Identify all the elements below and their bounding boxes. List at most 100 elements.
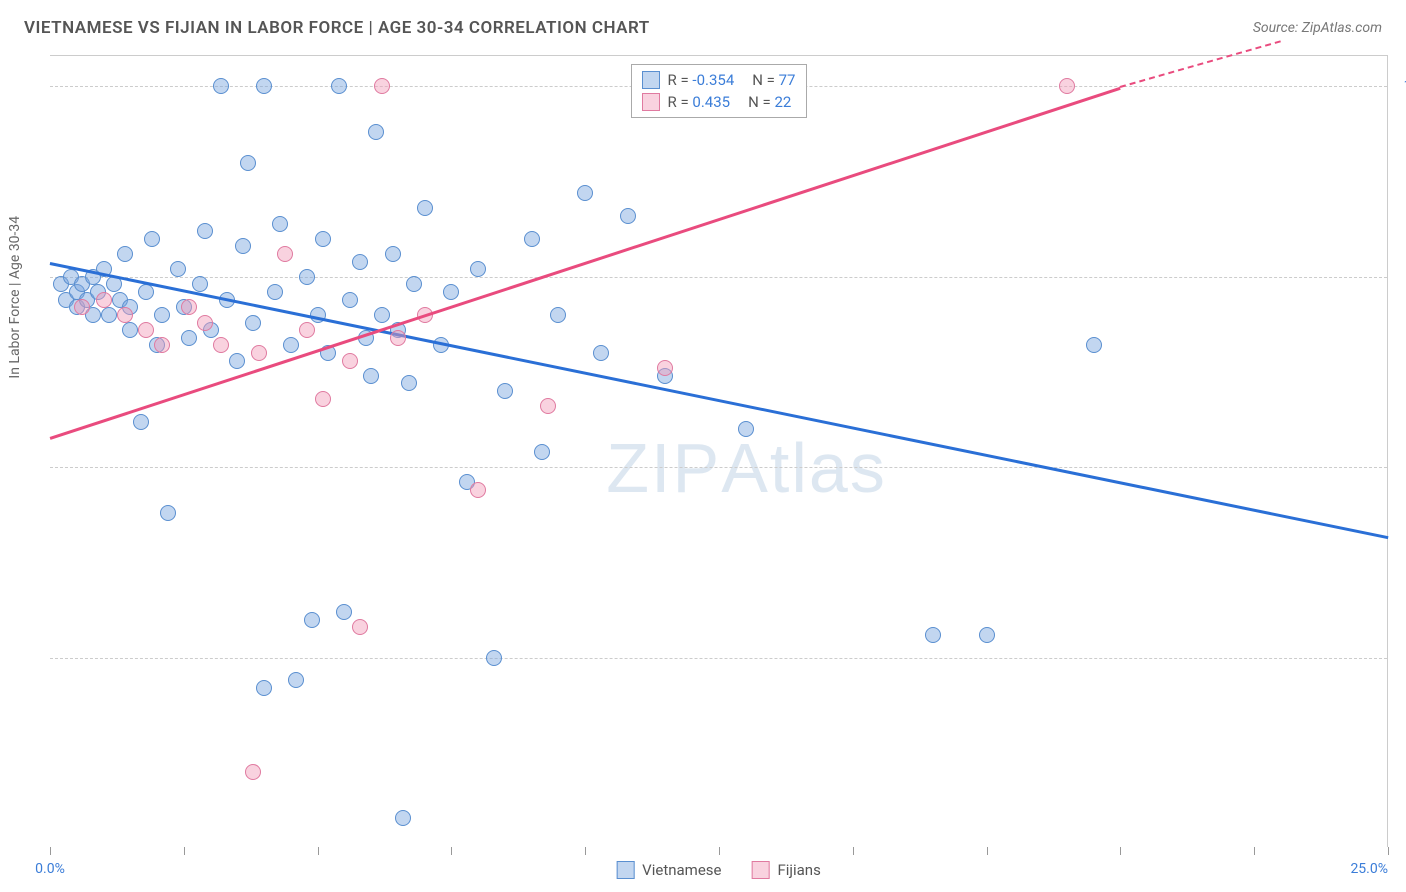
scatter-point (1059, 78, 1075, 94)
legend-r: R = -0.354 (668, 71, 735, 89)
scatter-point (486, 650, 502, 666)
x-tick (1254, 847, 1255, 855)
trend-line (1120, 41, 1281, 89)
scatter-point (352, 619, 368, 635)
scatter-point (342, 353, 358, 369)
legend-n: N = 22 (748, 93, 791, 111)
legend-swatch (642, 93, 660, 111)
trend-line (50, 262, 1389, 539)
scatter-point (277, 246, 293, 262)
scatter-point (534, 444, 550, 460)
scatter-point (256, 78, 272, 94)
scatter-point (245, 764, 261, 780)
scatter-point (497, 383, 513, 399)
scatter-point (251, 345, 267, 361)
x-tick (1388, 847, 1389, 855)
x-tick (451, 847, 452, 855)
scatter-point (1086, 337, 1102, 353)
scatter-point (304, 612, 320, 628)
scatter-point (390, 330, 406, 346)
scatter-point (620, 208, 636, 224)
legend-item: Fijians (751, 861, 820, 879)
scatter-point (283, 337, 299, 353)
scatter-point (395, 810, 411, 826)
scatter-point (550, 307, 566, 323)
legend-swatch (642, 71, 660, 89)
scatter-point (101, 307, 117, 323)
y-tick-label: 62.5% (1394, 650, 1406, 666)
scatter-point (374, 307, 390, 323)
scatter-point (363, 368, 379, 384)
scatter-point (213, 78, 229, 94)
scatter-point (267, 284, 283, 300)
grid-line (50, 277, 1387, 278)
x-tick-label: 0.0% (35, 861, 65, 877)
x-tick (987, 847, 988, 855)
legend-item: Vietnamese (616, 861, 721, 879)
scatter-point (331, 78, 347, 94)
x-tick (50, 847, 51, 855)
series-legend: Vietnamese Fijians (616, 861, 821, 879)
x-tick (318, 847, 319, 855)
scatter-point (117, 307, 133, 323)
chart-source: Source: ZipAtlas.com (1253, 20, 1382, 36)
grid-line (50, 658, 1387, 659)
chart-container: In Labor Force | Age 30-34 ZIPAtlas 62.5… (50, 55, 1388, 847)
scatter-point (288, 672, 304, 688)
scatter-point (979, 627, 995, 643)
scatter-point (240, 155, 256, 171)
scatter-point (443, 284, 459, 300)
scatter-point (133, 414, 149, 430)
scatter-point (272, 216, 288, 232)
scatter-point (406, 276, 422, 292)
scatter-point (738, 421, 754, 437)
scatter-point (657, 360, 673, 376)
scatter-point (385, 246, 401, 262)
x-tick-label: 25.0% (1350, 861, 1388, 877)
y-axis-label: In Labor Force | Age 30-34 (7, 215, 23, 378)
scatter-point (181, 330, 197, 346)
trend-line (50, 87, 1121, 440)
x-tick (184, 847, 185, 855)
legend-label: Fijians (777, 861, 820, 879)
chart-header: VIETNAMESE VS FIJIAN IN LABOR FORCE | AG… (24, 18, 1382, 38)
scatter-point (374, 78, 390, 94)
scatter-point (144, 231, 160, 247)
scatter-point (342, 292, 358, 308)
scatter-point (256, 680, 272, 696)
scatter-point (154, 337, 170, 353)
scatter-point (122, 322, 138, 338)
scatter-point (138, 322, 154, 338)
x-tick (585, 847, 586, 855)
legend-swatch (751, 861, 769, 879)
scatter-point (154, 307, 170, 323)
legend-row: R = -0.354N = 77 (642, 69, 796, 91)
y-tick-label: 100.0% (1394, 78, 1406, 94)
scatter-point (181, 299, 197, 315)
scatter-point (417, 200, 433, 216)
scatter-point (299, 269, 315, 285)
scatter-point (401, 375, 417, 391)
scatter-point (352, 254, 368, 270)
scatter-point (197, 223, 213, 239)
legend-swatch (616, 861, 634, 879)
scatter-point (229, 353, 245, 369)
legend-label: Vietnamese (642, 861, 721, 879)
scatter-point (315, 391, 331, 407)
scatter-point (524, 231, 540, 247)
x-tick (1120, 847, 1121, 855)
scatter-point (540, 398, 556, 414)
scatter-point (160, 505, 176, 521)
scatter-point (197, 315, 213, 331)
scatter-point (192, 276, 208, 292)
y-tick-label: 75.0% (1394, 459, 1406, 475)
x-tick (853, 847, 854, 855)
scatter-point (138, 284, 154, 300)
x-tick (719, 847, 720, 855)
scatter-point (170, 261, 186, 277)
scatter-point (470, 261, 486, 277)
scatter-point (213, 337, 229, 353)
legend-r: R = 0.435 (668, 93, 731, 111)
scatter-point (470, 482, 486, 498)
y-tick-label: 87.5% (1394, 269, 1406, 285)
